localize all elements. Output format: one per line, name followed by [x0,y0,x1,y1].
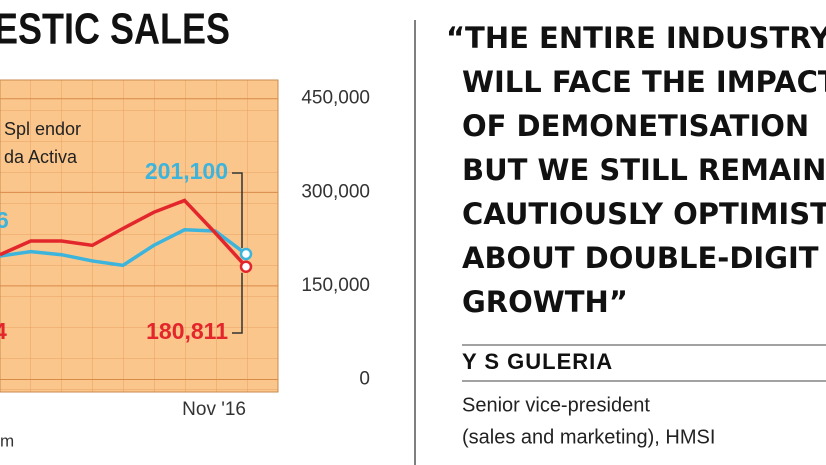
y-tick-label: 0 [359,369,370,390]
series-line [0,227,248,268]
quote-line: OF DEMONETISATION [462,109,809,143]
plot-border [0,79,279,393]
y-tick-label: 450,000 [301,88,370,109]
y-tick-label: 300,000 [301,181,370,202]
end-point [239,247,253,261]
annotation: 4 [0,318,7,344]
quote-line: CAUTIOUSLY OPTIMISTIC [462,197,826,231]
quote-line: GROWTH” [462,285,628,319]
y-tick-label: 150,000 [301,275,370,296]
value-label: 201,100 [145,158,228,184]
quote-line: “THE ENTIRE INDUSTRY [446,21,826,55]
label-bracket [232,172,243,249]
quote-name: Y S GULERIA [462,349,613,374]
legend-label: da Activa [4,147,78,167]
quote-line: ABOUT DOUBLE-DIGIT [462,241,819,275]
quote-line: WILL FACE THE IMPACT [462,65,826,99]
series-line [0,198,248,268]
quote-line: BUT WE STILL REMAIN [462,153,826,187]
chart-title: ESTIC SALES [0,5,230,54]
quote-role: (sales and marketing), HMSI [462,426,715,448]
x-tick-label: Nov '16 [182,399,246,420]
legend-label: Spl endor [4,119,81,139]
label-bracket [232,272,243,334]
quote-role: Senior vice-president [462,394,650,416]
annotation: 6 [0,207,9,233]
value-label: 180,811 [146,318,228,344]
plot-grid [0,80,278,392]
end-point [239,260,253,273]
source: m [0,431,14,450]
